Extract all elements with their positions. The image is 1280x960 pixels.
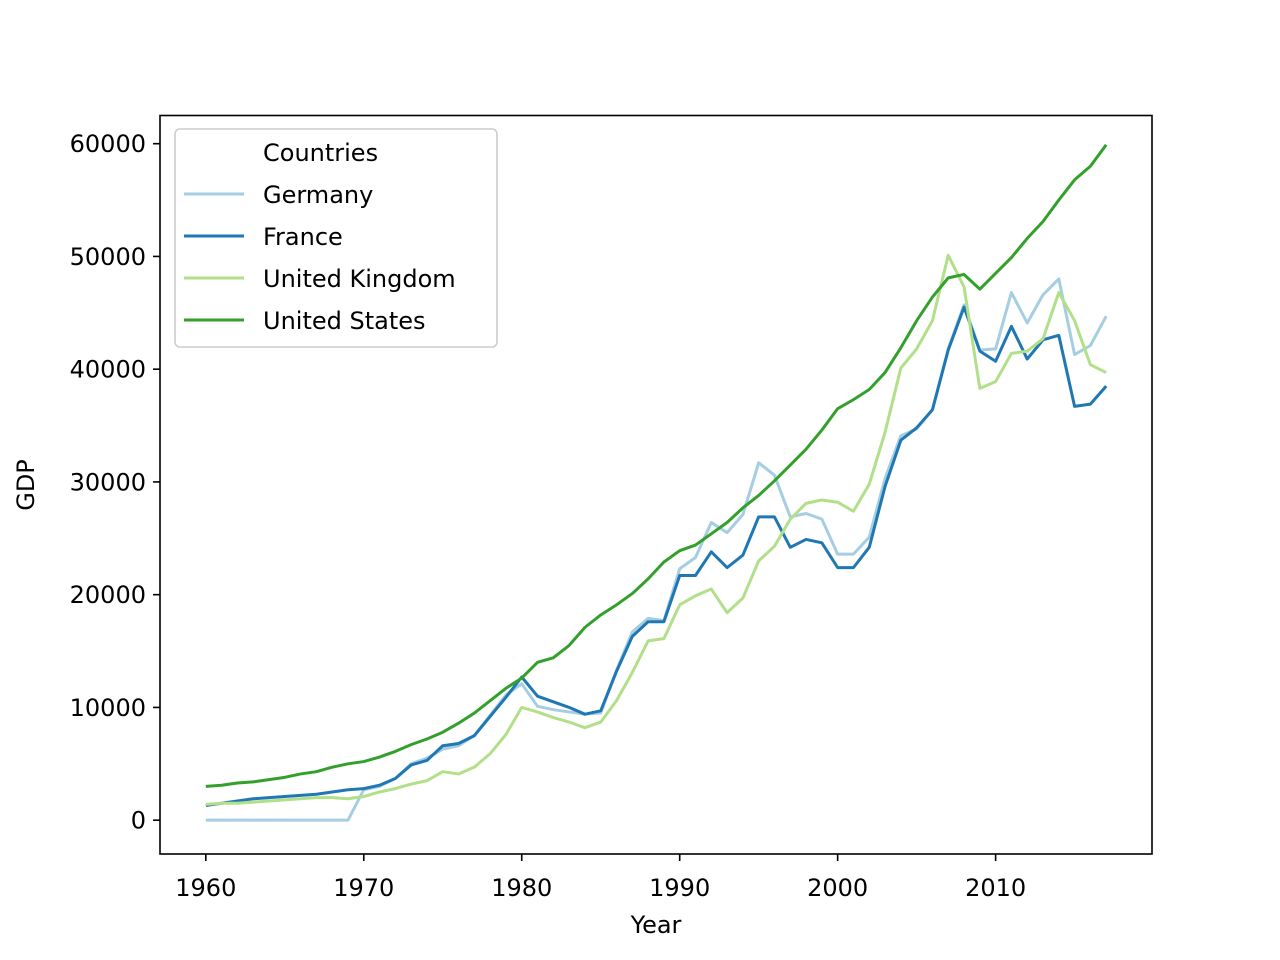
- x-axis-label: Year: [630, 911, 682, 939]
- axes-frame: [159, 114, 1153, 855]
- x-tick-label-1980: 1980: [491, 874, 552, 902]
- y-tick-label-40000: 40000: [70, 356, 146, 384]
- x-tick-label-1990: 1990: [649, 874, 710, 902]
- series-line-france: [205, 305, 1108, 808]
- x-tick-label-2010: 2010: [965, 874, 1026, 902]
- x-tick-label-2000: 2000: [807, 874, 868, 902]
- x-tick-label-1960: 1960: [175, 874, 236, 902]
- series-line-united-states: [205, 143, 1108, 788]
- y-axis-label: GDP: [12, 459, 40, 511]
- series-line-united-kingdom: [205, 253, 1107, 806]
- axis-ticks: 1960 1970 1980 1990 2000 2010 0 10000 20000 30000…: [70, 130, 1027, 902]
- y-tick-label-10000: 10000: [70, 694, 146, 722]
- plot-area: [205, 143, 1108, 822]
- y-tick-label-60000: 60000: [70, 130, 146, 158]
- x-tick-label-1970: 1970: [333, 874, 394, 902]
- legend: Countries Germany France United Kingdom Uni…: [174, 128, 498, 348]
- legend-title: Countries: [263, 139, 378, 167]
- y-tick-label-0: 0: [131, 807, 146, 835]
- legend-box: [174, 128, 498, 348]
- legend-label-france: France: [263, 223, 343, 251]
- legend-entries: Germany France United Kingdom United States: [184, 181, 456, 335]
- legend-label-united-kingdom: United Kingdom: [263, 265, 456, 293]
- y-tick-label-50000: 50000: [70, 243, 146, 271]
- legend-label-united-states: United States: [263, 307, 426, 335]
- y-tick-label-30000: 30000: [70, 468, 146, 496]
- y-tick-label-20000: 20000: [70, 581, 146, 609]
- legend-label-germany: Germany: [263, 181, 373, 209]
